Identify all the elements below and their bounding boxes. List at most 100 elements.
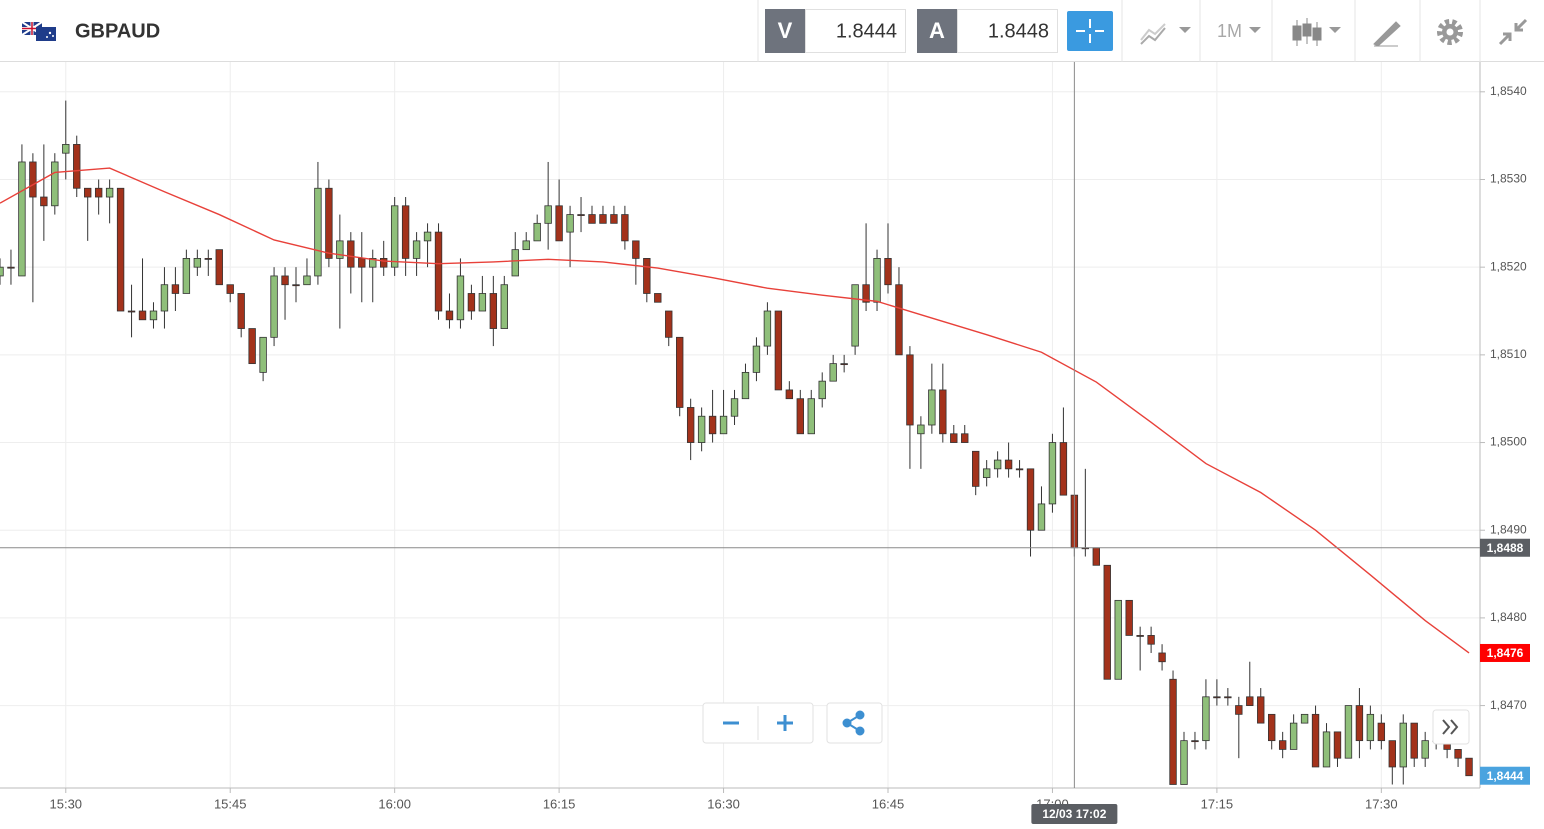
candle-body (785, 389, 794, 400)
candle-body (0, 266, 4, 277)
candle-body (807, 398, 815, 435)
candle-body (270, 275, 278, 338)
ask-box[interactable] (957, 9, 1058, 53)
candle-body (796, 398, 804, 435)
candle-body (467, 293, 476, 312)
draw-button[interactable] (1373, 21, 1401, 47)
candle-body (325, 187, 333, 259)
timeframe[interactable]: 1M (1217, 21, 1242, 41)
candle-body (237, 293, 245, 329)
candle-body (697, 415, 706, 443)
candle-body (412, 240, 421, 259)
candle-body (895, 284, 903, 356)
candle-body (522, 240, 530, 251)
last-price-tag: 1,8444 (1487, 769, 1524, 783)
candle-body (972, 450, 980, 487)
bid-price: 1.8444 (836, 20, 897, 42)
candle-body (193, 258, 202, 268)
y-tick-label: 1,8500 (1490, 435, 1527, 449)
candle-body (1158, 652, 1166, 663)
zoom-controls (702, 702, 1470, 745)
candle-body (1322, 731, 1331, 768)
candle-body (390, 205, 399, 268)
candle-body (632, 240, 640, 259)
candles-button[interactable] (1292, 18, 1341, 46)
candle-body (1344, 705, 1353, 759)
candle-body (588, 214, 596, 224)
bid-box[interactable] (805, 9, 906, 53)
x-tick-label: 16:00 (378, 796, 411, 811)
candle-body (1191, 740, 1199, 743)
candle-body (62, 144, 70, 154)
candle-body (730, 398, 739, 417)
candle-body (708, 415, 717, 435)
settings-button[interactable] (1437, 19, 1463, 45)
scroll-end-button[interactable] (1432, 709, 1470, 745)
candle-body (248, 328, 256, 365)
x-tick-label: 17:15 (1201, 796, 1234, 811)
candle-body (1333, 731, 1342, 759)
candle-body (719, 415, 728, 435)
candle-body (1114, 599, 1122, 680)
crosshair-time-box (1031, 804, 1118, 824)
candle-body (1278, 740, 1287, 750)
candle-body (939, 389, 947, 435)
candle-body (577, 214, 585, 216)
candle-body (862, 284, 870, 303)
y-tick-label: 1,8530 (1490, 172, 1527, 186)
collapse-button[interactable] (1498, 18, 1528, 46)
candle-body (1235, 705, 1243, 715)
y-tick-label: 1,8510 (1490, 347, 1527, 361)
candle-body (1147, 635, 1155, 645)
candle-body (314, 187, 322, 277)
share-icon (842, 710, 865, 736)
ask-label-box (917, 9, 957, 53)
chart-type-button[interactable] (1140, 23, 1191, 45)
candle-body (1257, 696, 1265, 724)
candle-body (610, 214, 618, 224)
candle-body (281, 275, 289, 286)
ask-label: A (929, 18, 945, 43)
candle-body (369, 258, 377, 268)
ask-price: 1.8448 (988, 20, 1049, 42)
share-button[interactable] (826, 702, 883, 744)
candle-body (7, 266, 15, 269)
candle-body (116, 187, 125, 312)
y-tick-label: 1,8520 (1490, 259, 1527, 273)
candle-body (763, 310, 772, 347)
candle-body (829, 363, 837, 382)
candle-body (1246, 696, 1254, 706)
candle-body (511, 249, 519, 277)
last-price-tag-box (1480, 766, 1530, 785)
candle-body (686, 407, 695, 443)
ma-price-tag: 1,8476 (1487, 646, 1524, 660)
candle-body (873, 258, 881, 303)
ma-price-tag-box (1480, 643, 1530, 662)
candle-body (456, 275, 465, 321)
candle-body (336, 240, 344, 259)
candle-body (917, 424, 925, 435)
zoom-in-button[interactable] (777, 715, 793, 731)
candle-body (84, 187, 92, 198)
candle-body (226, 284, 234, 294)
candle-body (1103, 564, 1111, 680)
candle-body (906, 354, 914, 426)
axes: 1,8540 1,8530 1,8520 1,8510 1,8500 1,8490 1,84… (0, 62, 1530, 824)
candle-body (1015, 468, 1024, 471)
candle-body (961, 433, 969, 443)
candle-body (1410, 722, 1418, 759)
crosshair-button[interactable] (1067, 11, 1113, 51)
candle-body (149, 310, 158, 321)
x-tick-label: 15:30 (50, 796, 83, 811)
candle-body (1224, 696, 1232, 699)
candle-body (621, 214, 629, 242)
candle-body (445, 310, 454, 321)
candle-body (1399, 722, 1407, 768)
candle-body (599, 214, 607, 224)
x-tick-label: 15:45 (214, 796, 247, 811)
candle-body (478, 293, 487, 312)
candle-body (752, 345, 761, 373)
candle-body (160, 284, 169, 312)
